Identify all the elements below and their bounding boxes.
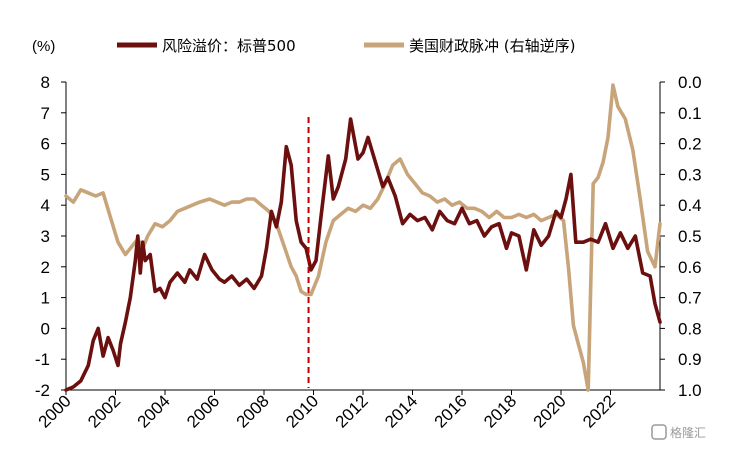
left-axis-ticks: 8 7 6 5 4 3 2 1 0 -1 -2 <box>35 73 66 400</box>
left-tick-label: 3 <box>41 227 50 246</box>
series-line-risk-premium <box>64 117 662 392</box>
right-tick-label: 0.0 <box>678 73 702 92</box>
x-tick-label: 2008 <box>233 391 273 431</box>
right-tick-label: 0.7 <box>678 289 702 308</box>
x-tick-label: 2010 <box>282 391 322 431</box>
right-tick-label: 0.3 <box>678 165 702 184</box>
left-tick-label: 2 <box>41 258 50 277</box>
watermark: 格隆汇 <box>651 424 706 440</box>
legend: 风险溢价：标普500 美国财政脉冲 (右轴逆序) <box>117 37 575 55</box>
x-tick-label: 2004 <box>134 391 174 431</box>
right-tick-label: 0.9 <box>678 350 702 369</box>
x-tick-label: 2006 <box>183 391 223 431</box>
left-tick-label: 0 <box>41 319 50 338</box>
left-tick-label: 6 <box>41 135 50 154</box>
right-tick-label: 1.0 <box>678 381 702 400</box>
x-tick-label: 2002 <box>84 391 124 431</box>
left-tick-label: 4 <box>41 196 50 215</box>
right-tick-label: 0.6 <box>678 258 702 277</box>
left-tick-label: 8 <box>41 73 50 92</box>
legend-label-fiscal-impulse: 美国财政脉冲 (右轴逆序) <box>409 37 575 55</box>
right-tick-label: 0.8 <box>678 319 702 338</box>
x-tick-label: 2012 <box>332 391 372 431</box>
left-axis-unit: (%) <box>32 38 55 55</box>
left-tick-label: 7 <box>41 104 50 123</box>
left-tick-label: -2 <box>35 381 50 400</box>
x-tick-label: 2016 <box>431 391 471 431</box>
right-axis-ticks: 0.0 0.1 0.2 0.3 0.4 0.5 0.6 0.7 0.8 0.9 1.0 <box>660 73 702 400</box>
right-tick-label: 0.4 <box>678 196 702 215</box>
right-tick-label: 0.1 <box>678 104 702 123</box>
x-tick-label: 2022 <box>579 391 619 431</box>
x-tick-label: 2020 <box>530 391 570 431</box>
right-tick-label: 0.2 <box>678 135 702 154</box>
left-tick-label: 5 <box>41 165 50 184</box>
series-line-fiscal-impulse <box>64 83 662 392</box>
right-tick-label: 0.5 <box>678 227 702 246</box>
watermark-text: 格隆汇 <box>670 425 706 440</box>
x-tick-label: 2018 <box>480 391 520 431</box>
left-tick-label: -1 <box>35 350 50 369</box>
watermark-logo-icon <box>651 424 667 440</box>
plot-area <box>64 83 662 392</box>
x-axis-ticks: 2000 2002 2004 2006 2008 2010 2012 2014 2016 2018… <box>35 390 619 432</box>
x-tick-label: 2014 <box>381 391 421 431</box>
legend-label-risk-premium: 风险溢价：标普500 <box>162 37 296 55</box>
left-tick-label: 1 <box>41 289 50 308</box>
